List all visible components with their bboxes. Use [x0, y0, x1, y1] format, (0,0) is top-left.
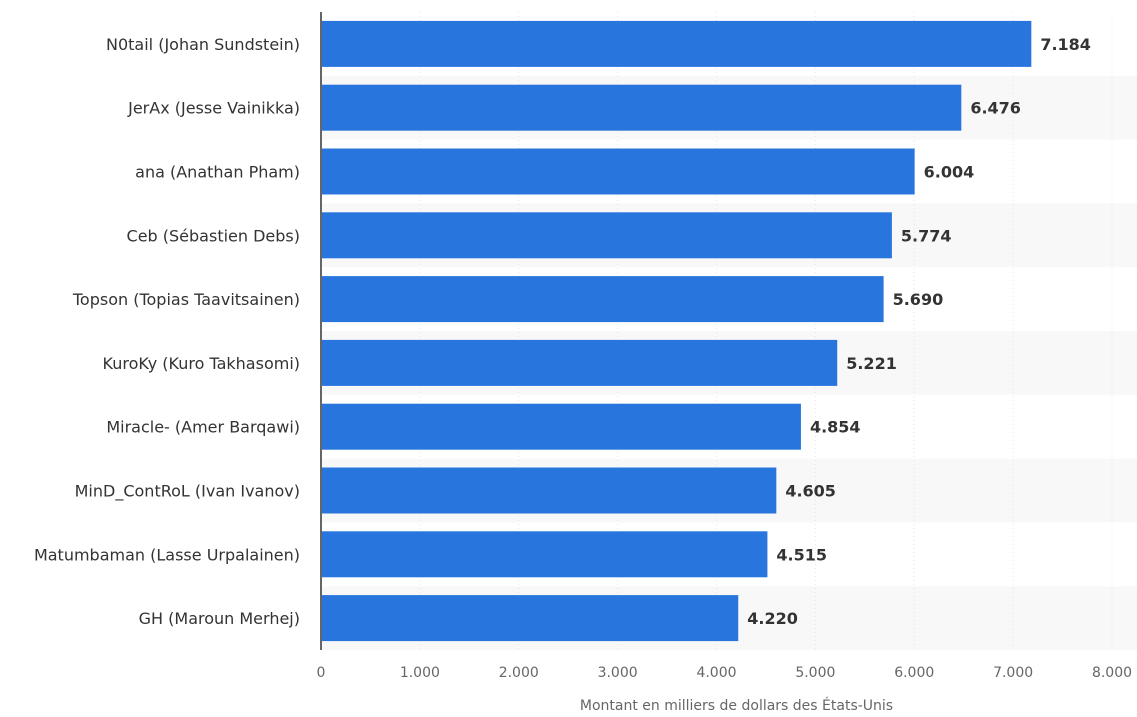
- value-label: 4.605: [785, 482, 836, 501]
- bar: [322, 595, 739, 642]
- value-label: 5.221: [846, 354, 897, 373]
- x-axis-title: Montant en milliers de dollars des États…: [580, 697, 893, 714]
- category-label: Ceb (Sébastien Debs): [127, 226, 300, 245]
- x-tick-label: 5.000: [795, 665, 835, 681]
- x-tick-label: 3.000: [598, 665, 638, 681]
- value-label: 4.220: [747, 609, 798, 628]
- bar: [322, 148, 915, 195]
- x-tick-labels: 0 1.000 2.000 3.000 4.000 5.000 6.000 7.000 8.00…: [317, 665, 1133, 681]
- x-tick-label: 0: [317, 665, 326, 681]
- bar: [322, 212, 892, 259]
- bar: [322, 403, 801, 450]
- category-label: GH (Maroun Merhej): [139, 609, 300, 628]
- category-labels: N0tail (Johan Sundstein) JerAx (Jesse Vai…: [34, 35, 300, 628]
- category-label: ana (Anathan Pham): [135, 163, 300, 182]
- x-tick-label: 8.000: [1092, 665, 1132, 681]
- category-label: JerAx (Jesse Vainikka): [127, 99, 300, 118]
- bars-group: [322, 20, 1032, 642]
- x-tick-label: 6.000: [894, 665, 934, 681]
- x-tick-label: 1.000: [400, 665, 440, 681]
- category-label: N0tail (Johan Sundstein): [106, 35, 300, 54]
- x-tick-label: 2.000: [499, 665, 539, 681]
- value-label: 7.184: [1040, 35, 1091, 54]
- value-label: 4.515: [776, 545, 827, 564]
- category-label: KuroKy (Kuro Takhasomi): [103, 354, 300, 373]
- x-tick-label: 7.000: [993, 665, 1033, 681]
- x-tick-label: 4.000: [696, 665, 736, 681]
- bar: [322, 339, 838, 386]
- value-labels: 7.184 6.476 6.004 5.774 5.690 5.221 4.854 4.605…: [747, 35, 1091, 628]
- value-label: 6.004: [924, 163, 975, 182]
- category-label: Matumbaman (Lasse Urpalainen): [34, 545, 300, 564]
- value-label: 6.476: [970, 99, 1021, 118]
- bar: [322, 276, 884, 323]
- bar: [322, 20, 1032, 67]
- bar: [322, 531, 768, 578]
- category-label: Miracle- (Amer Barqawi): [106, 418, 300, 437]
- value-label: 4.854: [810, 418, 861, 437]
- category-label: MinD_ContRoL (Ivan Ivanov): [75, 482, 300, 502]
- category-label: Topson (Topias Taavitsainen): [72, 290, 300, 309]
- value-label: 5.774: [901, 226, 952, 245]
- bar: [322, 84, 962, 131]
- value-label: 5.690: [893, 290, 944, 309]
- bar: [322, 467, 777, 514]
